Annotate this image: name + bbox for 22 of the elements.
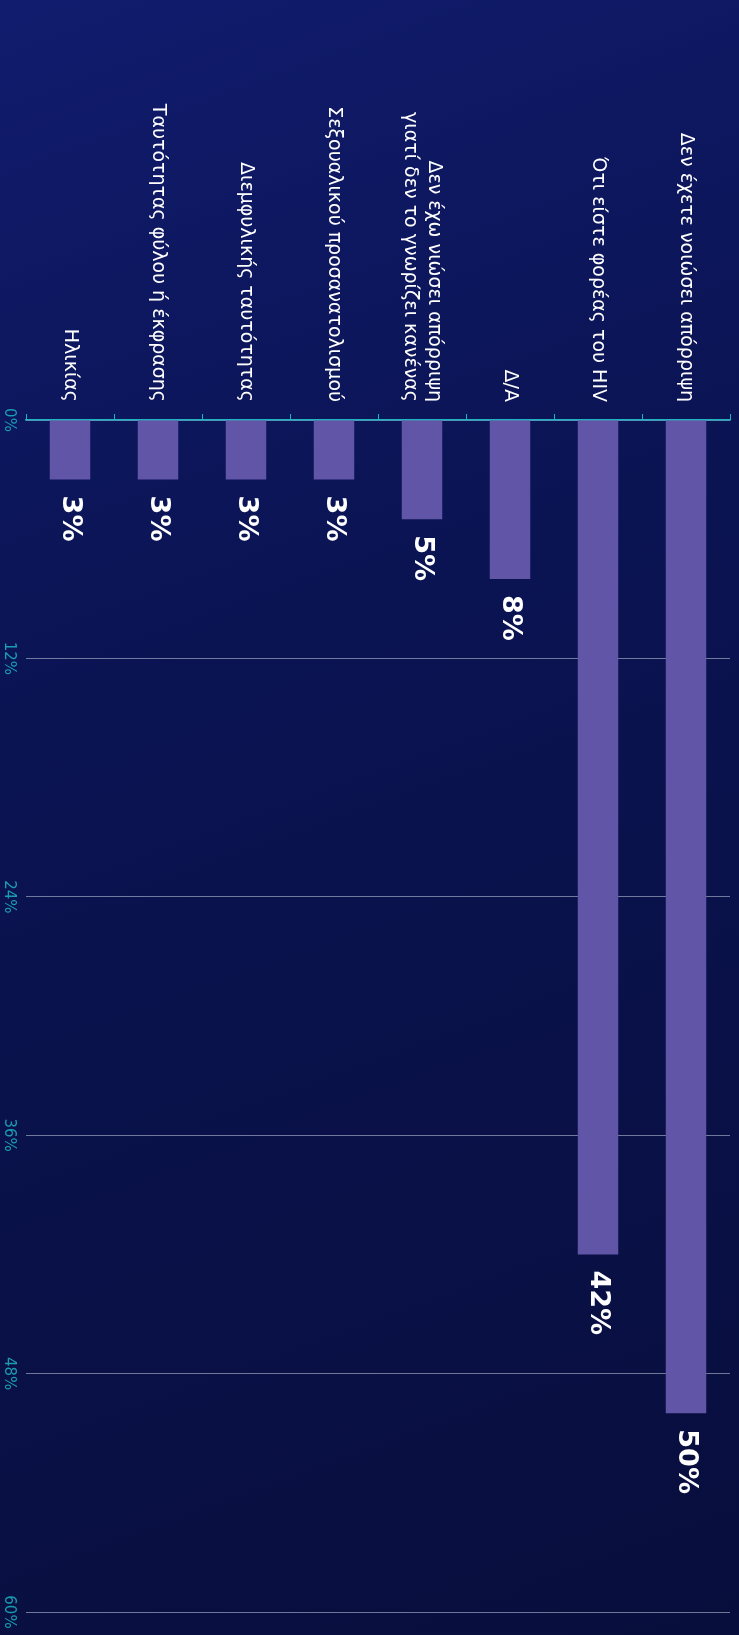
data-label: 3% (232, 495, 264, 542)
x-tick-label: Δεν έχω νιώσει απόρριψη γιατί δεν το γνωρίζει κανένας (401, 112, 448, 402)
x-tick-label: Διεμφυλικής ταυτότητας (237, 161, 260, 402)
data-label: 3% (56, 495, 88, 542)
data-label: 3% (144, 495, 176, 542)
y-tick-label: 48% (1, 1356, 20, 1391)
y-tick-label: 60% (1, 1595, 20, 1629)
data-label: 3% (320, 495, 352, 542)
y-tick-label: 12% (1, 641, 20, 676)
y-tick-label: 36% (1, 1118, 20, 1152)
x-tick-label: Σεξουαλικού προσανατολισμού (325, 106, 348, 402)
x-tick-label: Δ/Α (501, 369, 524, 402)
x-tick-label: Ηλικίας (61, 328, 84, 402)
data-label: 8% (496, 594, 528, 641)
data-label: 5% (408, 535, 440, 582)
data-label: 50% (672, 1429, 704, 1494)
x-tick-label: Ταυτότητας φύλου ή έκφρασης (149, 102, 172, 402)
x-tick-label: Δεν έχετε νοιώσει απόρριψη (677, 132, 700, 402)
y-tick-label: 0% (1, 408, 20, 432)
y-tick-label: 24% (1, 880, 20, 914)
x-tick-label: Ότι είστε φορέας του HIV (589, 155, 612, 402)
data-label: 42% (584, 1270, 616, 1336)
